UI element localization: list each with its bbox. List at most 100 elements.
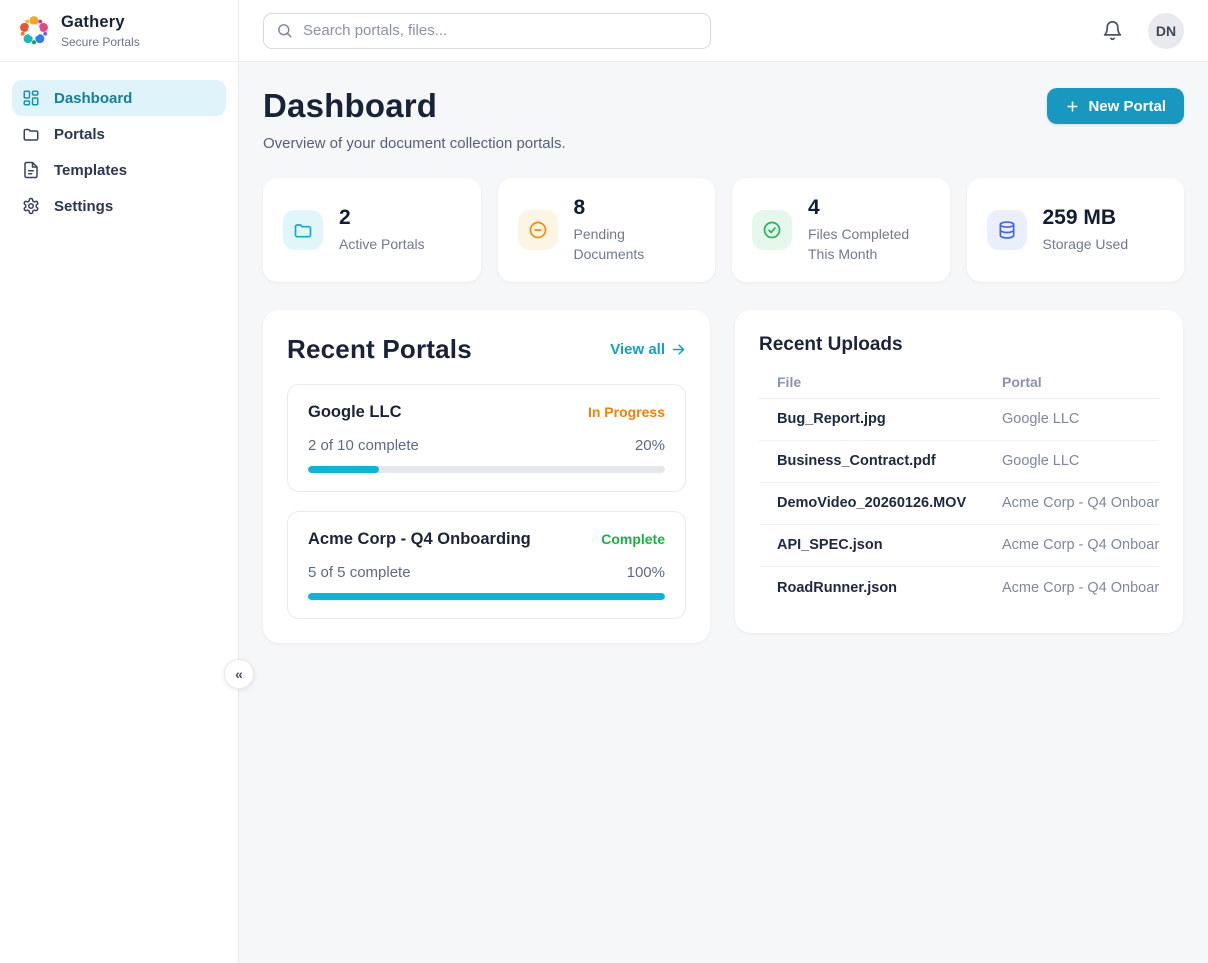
plus-icon <box>1067 100 1079 112</box>
arrow-right-icon <box>672 344 685 355</box>
file-portal: Acme Corp - Q4 Onboarding <box>1002 537 1159 554</box>
stat-text: 259 MB Storage Used <box>1043 206 1129 254</box>
table-row[interactable]: Business_Contract.pdf Google LLC <box>759 441 1159 483</box>
stat-label: Active Portals <box>339 235 425 252</box>
content: Dashboard Overview of your document coll… <box>239 62 1208 963</box>
database-icon <box>986 209 1027 250</box>
portal-item-top: Google LLC In Progress <box>308 403 665 422</box>
progress-percent: 100% <box>626 563 665 581</box>
bell-icon <box>1103 20 1122 41</box>
stat-value: 2 <box>339 205 351 229</box>
progress-fill <box>308 592 665 600</box>
folder-icon <box>283 209 323 250</box>
search-input[interactable] <box>303 22 698 39</box>
dashboard-grid-icon <box>23 90 39 106</box>
search-icon <box>278 24 292 38</box>
recent-uploads-title: Recent Uploads <box>759 333 903 355</box>
avatar[interactable]: DN <box>1148 12 1184 49</box>
file-name: Business_Contract.pdf <box>777 453 936 470</box>
panels: Recent Portals View all Google LLC In Pr… <box>263 309 1184 643</box>
portal-progress-row: 5 of 5 complete 100% <box>308 564 665 581</box>
table-row[interactable]: API_SPEC.json Acme Corp - Q4 Onboarding <box>759 525 1159 567</box>
table-row[interactable]: Bug_Report.jpg Google LLC <box>759 399 1159 441</box>
uploads-table: File Portal Bug_Report.jpg Google LLC Bu… <box>759 366 1159 609</box>
brand-name: Gathery <box>61 12 125 31</box>
portal-item-top: Acme Corp - Q4 Onboarding Complete <box>308 530 665 549</box>
stat-label: Files Completed This Month <box>808 225 910 262</box>
topbar: DN <box>239 0 1208 62</box>
sidebar-collapse-button[interactable]: « <box>224 659 254 689</box>
column-header-file: File <box>777 373 802 390</box>
main-area: DN Dashboard Overview of your document c… <box>239 0 1208 963</box>
stat-value: 8 <box>573 195 586 219</box>
file-name: RoadRunner.json <box>777 579 898 596</box>
stat-text: 4 Files Completed This Month <box>808 196 930 265</box>
stat-label: Pending Documents <box>573 225 645 262</box>
stat-label: Storage Used <box>1042 235 1129 252</box>
table-row[interactable]: RoadRunner.json Acme Corp - Q4 Onboardin… <box>759 567 1159 609</box>
file-name: Bug_Report.jpg <box>777 411 886 428</box>
sidebar-nav: Dashboard Portals Templates Settings <box>0 62 238 242</box>
page-header-text: Dashboard Overview of your document coll… <box>263 87 566 152</box>
sidebar-item-templates[interactable]: Templates <box>12 152 226 188</box>
view-all-label: View all <box>610 340 665 358</box>
portal-item-acme[interactable]: Acme Corp - Q4 Onboarding Complete 5 of … <box>287 510 686 619</box>
file-portal: Acme Corp - Q4 Onboarding <box>1002 579 1159 596</box>
recent-uploads-panel: Recent Uploads File Portal Bug_Report.jp… <box>735 309 1183 633</box>
progress-bar <box>308 592 665 600</box>
status-badge: In Progress <box>587 404 665 421</box>
portal-name: Acme Corp - Q4 Onboarding <box>308 529 531 548</box>
stat-value: 259 MB <box>1042 205 1117 229</box>
new-portal-button[interactable]: New Portal <box>1047 88 1184 124</box>
sidebar-item-label: Dashboard <box>54 89 133 107</box>
brand-header: Gathery Secure Portals <box>0 0 238 62</box>
check-circle-icon <box>752 209 792 250</box>
brand-tagline: Secure Portals <box>61 34 140 49</box>
notifications-button[interactable] <box>1102 20 1123 41</box>
stat-card-pending-documents: 8 Pending Documents <box>497 177 715 282</box>
file-portal: Google LLC <box>1002 453 1080 470</box>
sidebar-item-portals[interactable]: Portals <box>12 116 226 152</box>
page-header: Dashboard Overview of your document coll… <box>263 87 1184 152</box>
sidebar-item-label: Settings <box>54 197 114 215</box>
collapse-chevrons-icon: « <box>235 666 243 682</box>
sidebar-item-dashboard[interactable]: Dashboard <box>12 80 226 116</box>
table-header-row: File Portal <box>759 366 1159 399</box>
recent-portals-title: Recent Portals <box>287 333 472 364</box>
progress-text: 2 of 10 complete <box>308 436 419 454</box>
stat-value: 4 <box>808 195 820 219</box>
search-box[interactable] <box>263 12 711 49</box>
sidebar-item-settings[interactable]: Settings <box>12 188 226 224</box>
topbar-right: DN <box>1102 12 1184 49</box>
progress-text: 5 of 5 complete <box>308 563 411 581</box>
avatar-initials: DN <box>1155 22 1177 39</box>
stat-card-files-completed: 4 Files Completed This Month <box>732 177 950 282</box>
status-badge: Complete <box>601 531 665 548</box>
view-all-link[interactable]: View all <box>610 341 686 358</box>
file-text-icon <box>24 161 38 179</box>
stat-text: 2 Active Portals <box>339 206 425 254</box>
file-portal: Acme Corp - Q4 Onboarding <box>1002 495 1159 512</box>
sidebar-item-label: Templates <box>54 161 128 179</box>
recent-portals-panel: Recent Portals View all Google LLC In Pr… <box>263 309 710 643</box>
recent-portals-header: Recent Portals View all <box>287 334 686 365</box>
file-portal: Google LLC <box>1002 411 1080 428</box>
sidebar-item-label: Portals <box>54 125 105 143</box>
stat-text: 8 Pending Documents <box>574 196 696 265</box>
column-header-portal: Portal <box>1002 373 1042 390</box>
folder-icon <box>23 128 39 141</box>
file-name: DemoVideo_20260126.MOV <box>777 495 967 512</box>
portal-item-google[interactable]: Google LLC In Progress 2 of 10 complete … <box>287 383 686 492</box>
file-name: API_SPEC.json <box>777 537 883 554</box>
stats-row: 2 Active Portals 8 Pending Documents <box>263 177 1184 282</box>
stat-card-active-portals: 2 Active Portals <box>263 177 481 282</box>
page-title: Dashboard <box>263 87 438 124</box>
portal-name: Google LLC <box>308 402 402 421</box>
progress-percent: 20% <box>634 436 665 454</box>
gear-icon <box>23 197 39 215</box>
table-row[interactable]: DemoVideo_20260126.MOV Acme Corp - Q4 On… <box>759 483 1159 525</box>
stat-card-storage-used: 259 MB Storage Used <box>966 177 1184 282</box>
gathery-logo-icon <box>20 15 48 44</box>
portal-progress-row: 2 of 10 complete 20% <box>308 437 665 454</box>
new-portal-label: New Portal <box>1088 97 1166 115</box>
